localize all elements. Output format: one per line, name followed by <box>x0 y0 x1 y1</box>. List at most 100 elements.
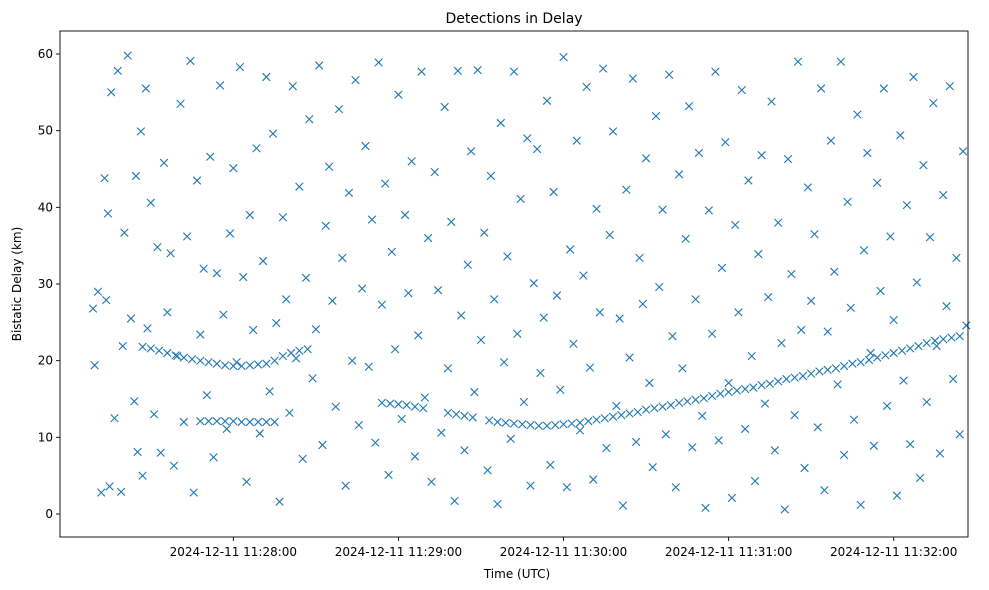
data-point <box>930 336 940 345</box>
data-point <box>420 393 430 402</box>
data-point <box>612 401 621 411</box>
data-point <box>823 365 832 375</box>
data-point <box>549 187 558 197</box>
data-point <box>460 446 469 455</box>
data-point <box>683 397 692 406</box>
data-point <box>509 67 519 76</box>
data-point <box>146 344 155 353</box>
data-point <box>186 56 195 66</box>
data-point <box>318 440 327 450</box>
data-point <box>385 399 395 408</box>
data-point <box>130 397 139 406</box>
data-point <box>546 460 555 470</box>
data-point <box>585 363 595 372</box>
data-point <box>341 481 350 490</box>
data-point <box>721 137 730 147</box>
data-point <box>947 333 956 342</box>
data-point <box>232 358 241 367</box>
data-point <box>447 217 456 227</box>
data-point <box>648 463 657 472</box>
data-point <box>344 188 354 197</box>
data-point <box>338 253 347 263</box>
data-point <box>526 481 535 490</box>
data-point <box>252 144 261 153</box>
data-point <box>270 356 279 365</box>
data-point <box>664 70 674 79</box>
data-point <box>651 111 661 121</box>
data-point <box>173 351 182 361</box>
data-point <box>605 230 614 240</box>
data-point <box>357 284 367 293</box>
data-point <box>303 344 312 354</box>
data-point <box>848 359 857 368</box>
x-axis: 2024-12-11 11:28:00 2024-12-11 11:29:00 20… <box>170 537 957 559</box>
data-point <box>602 443 611 453</box>
data-point <box>906 440 915 449</box>
data-point <box>873 178 882 187</box>
data-point <box>876 286 885 296</box>
data-point <box>909 72 918 82</box>
data-point <box>215 81 225 90</box>
data-point <box>873 353 882 362</box>
data-point <box>929 98 938 108</box>
data-point <box>582 82 591 92</box>
data-point <box>410 402 420 411</box>
data-point <box>584 417 593 426</box>
data-point <box>427 477 436 486</box>
data-point <box>815 367 824 376</box>
data-point <box>262 72 271 82</box>
data-point <box>311 325 321 334</box>
data-point <box>361 141 370 151</box>
data-point <box>381 179 390 188</box>
data-point <box>516 194 525 204</box>
data-point <box>572 136 581 145</box>
data-point <box>691 395 700 404</box>
data-point <box>914 341 923 351</box>
data-point <box>658 205 667 214</box>
data-point <box>635 253 644 263</box>
data-point <box>600 413 609 423</box>
data-point <box>295 346 304 355</box>
data-point <box>534 421 543 431</box>
data-point <box>354 420 364 430</box>
data-point <box>196 356 205 365</box>
data-point <box>780 505 789 514</box>
data-point <box>275 497 284 506</box>
data-point <box>770 446 780 455</box>
data-point <box>798 371 808 381</box>
data-point <box>645 378 654 388</box>
data-point <box>625 409 634 418</box>
data-point <box>253 417 263 427</box>
data-point <box>691 295 700 304</box>
data-point <box>565 245 575 254</box>
data-point <box>440 102 449 112</box>
data-point <box>321 221 330 230</box>
y-tick-label: 20 <box>38 354 53 368</box>
data-point <box>939 190 948 200</box>
data-point <box>757 151 766 160</box>
data-point <box>767 97 776 106</box>
data-point <box>935 449 945 458</box>
data-point <box>617 410 626 420</box>
data-point <box>255 429 264 438</box>
data-point <box>206 152 215 161</box>
y-axis-label: Bistatic Delay (km) <box>10 227 24 342</box>
data-point <box>945 82 955 91</box>
data-point <box>501 418 510 427</box>
data-point <box>480 228 489 237</box>
data-point <box>757 381 766 390</box>
data-point <box>869 441 879 450</box>
data-point <box>204 417 213 426</box>
data-point <box>707 329 717 339</box>
data-point <box>331 402 340 411</box>
data-point <box>668 331 677 341</box>
data-point <box>245 210 255 220</box>
data-point <box>496 118 505 128</box>
data-point <box>863 148 872 158</box>
data-point <box>212 359 222 368</box>
data-point <box>666 400 676 410</box>
data-point <box>595 308 605 317</box>
data-point <box>592 415 601 424</box>
data-point <box>724 387 733 397</box>
data-point <box>922 397 931 407</box>
